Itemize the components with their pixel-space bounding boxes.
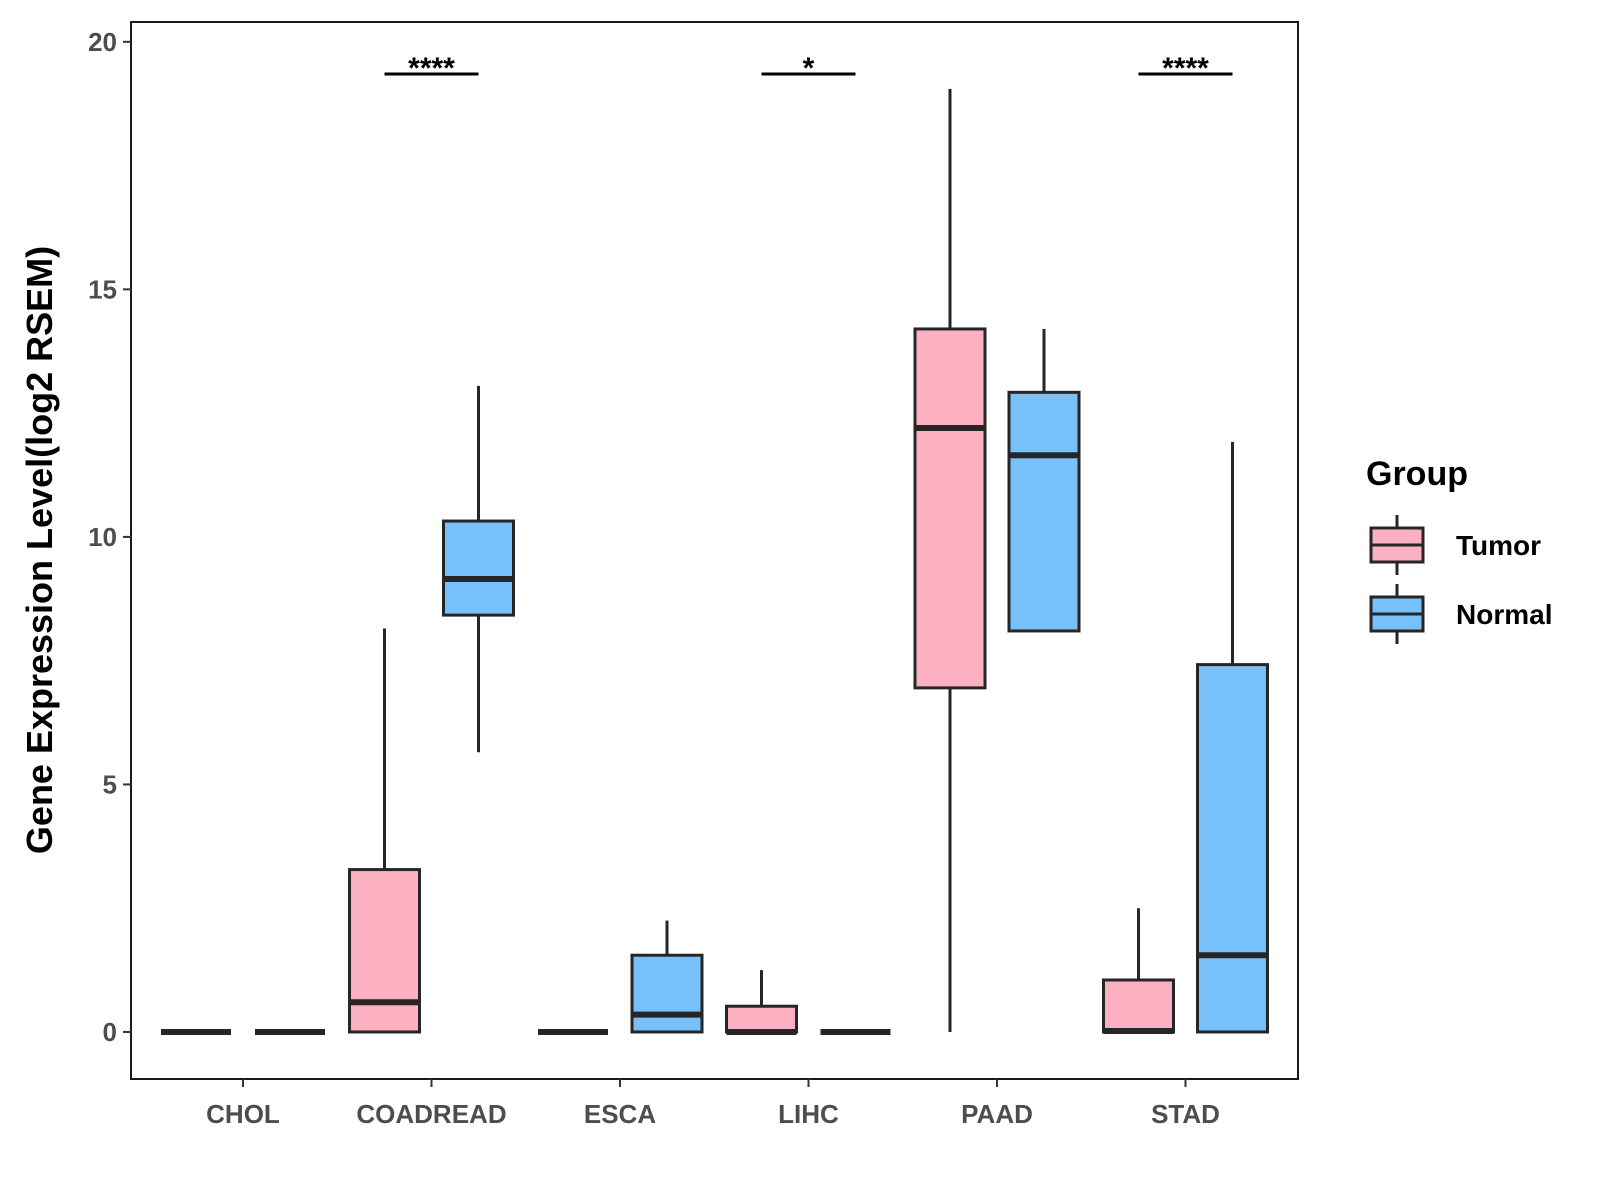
box-body xyxy=(1007,390,1081,633)
box-body xyxy=(348,868,421,1034)
x-axis: CHOL COADREAD ESCA LIHC PAAD STAD xyxy=(206,1079,1220,1129)
significance-label-stad: **** xyxy=(1162,52,1209,85)
x-tick-label-stad: STAD xyxy=(1151,1099,1220,1129)
significance-label-coadread: **** xyxy=(408,52,455,85)
x-tick-label-esca: ESCA xyxy=(584,1099,656,1129)
box-normal-paad xyxy=(1007,328,1081,633)
box-body xyxy=(725,1004,798,1034)
legend-title: Group xyxy=(1366,455,1468,493)
plot-panel xyxy=(130,21,1299,1080)
box-normal-coadread xyxy=(442,385,515,753)
box-tumor-coadread xyxy=(348,628,421,1034)
legend: Group Tumor Normal xyxy=(1366,455,1552,644)
significance-label-lihc: * xyxy=(803,52,815,85)
y-tick-label: 0 xyxy=(103,1017,117,1047)
y-tick-label: 10 xyxy=(88,522,117,552)
x-tick-label-lihc: LIHC xyxy=(778,1099,839,1129)
legend-item-tumor: Tumor xyxy=(1369,515,1541,575)
box-tumor-paad xyxy=(913,88,987,1032)
legend-item-normal: Normal xyxy=(1369,584,1552,644)
y-axis: 0 5 10 15 20 xyxy=(88,27,131,1047)
y-tick-label: 20 xyxy=(88,27,117,57)
y-tick-label: 15 xyxy=(88,274,117,304)
boxes-layer xyxy=(161,88,1269,1035)
y-axis-title: Gene Expression Level(log2 RSEM) xyxy=(19,246,60,854)
x-tick-label-paad: PAAD xyxy=(961,1099,1033,1129)
legend-label-tumor: Tumor xyxy=(1456,530,1541,561)
box-normal-stad xyxy=(1196,441,1269,1034)
legend-label-normal: Normal xyxy=(1456,599,1552,630)
box-body xyxy=(1102,978,1175,1034)
box-tumor-stad xyxy=(1102,908,1175,1034)
box-body xyxy=(1196,663,1269,1034)
box-normal-esca xyxy=(630,920,704,1034)
x-tick-label-coadread: COADREAD xyxy=(356,1099,506,1129)
box-body xyxy=(913,327,987,690)
box-body xyxy=(630,953,704,1034)
significance-annotations: **** * **** xyxy=(384,52,1233,85)
y-tick-label: 5 xyxy=(103,769,117,799)
box-tumor-lihc xyxy=(725,970,798,1035)
box-body xyxy=(442,519,515,617)
x-tick-label-chol: CHOL xyxy=(206,1099,280,1129)
